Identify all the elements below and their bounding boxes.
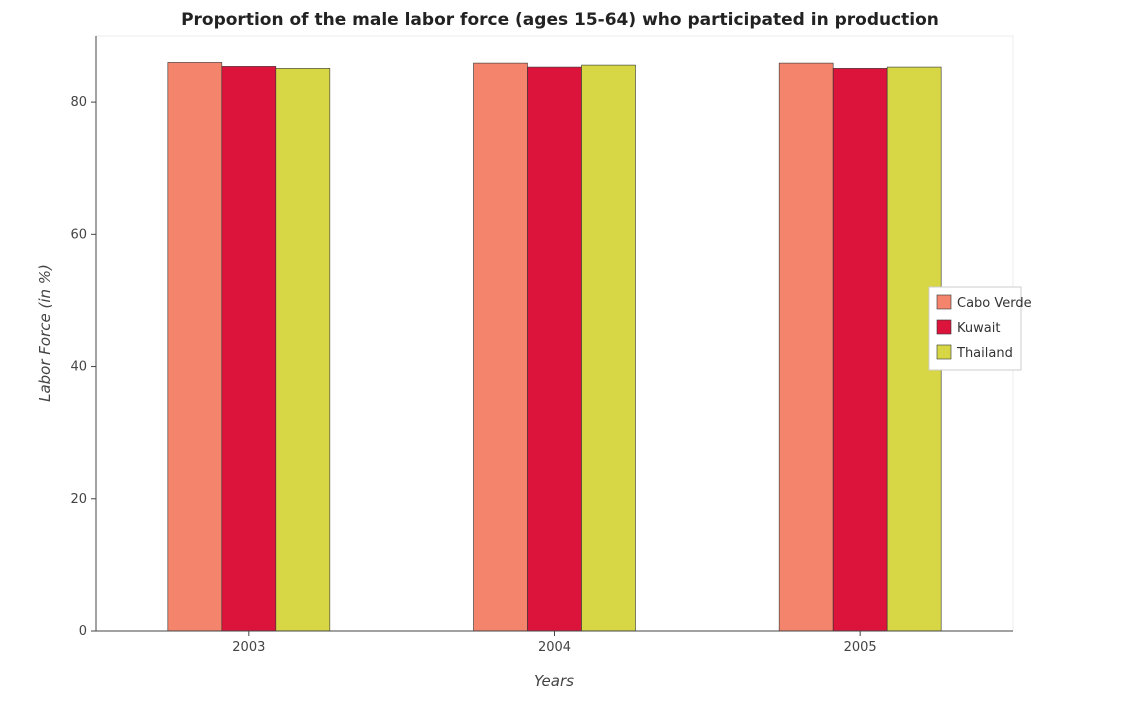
legend-label-cabo-verde: Cabo Verde — [957, 296, 1032, 311]
bar-thailand-2004 — [582, 65, 636, 631]
y-tick-label: 60 — [70, 227, 87, 242]
x-axis: 2003 2004 2005 — [96, 631, 1013, 655]
legend: Cabo Verde Kuwait Thailand — [929, 287, 1032, 370]
bar-thailand-2003 — [276, 68, 330, 631]
x-tick-label: 2003 — [232, 640, 265, 655]
y-axis-label: Labor Force (in %) — [36, 264, 54, 402]
x-tick-label: 2004 — [538, 640, 571, 655]
y-tick-label: 80 — [70, 95, 87, 110]
bar-kuwait-2003 — [222, 66, 276, 631]
bars-layer — [168, 62, 941, 631]
bar-cabo-verde-2005 — [779, 63, 833, 631]
y-tick-label: 20 — [70, 492, 87, 507]
y-tick-label: 0 — [79, 624, 87, 639]
legend-swatch-cabo-verde — [937, 295, 951, 309]
y-axis: 0 20 40 60 80 — [70, 36, 96, 639]
bar-cabo-verde-2004 — [474, 63, 528, 631]
legend-swatch-kuwait — [937, 320, 951, 334]
bar-cabo-verde-2003 — [168, 62, 222, 631]
bar-kuwait-2005 — [833, 68, 887, 631]
legend-swatch-thailand — [937, 345, 951, 359]
x-axis-label: Years — [534, 672, 574, 690]
bar-kuwait-2004 — [528, 67, 582, 631]
y-tick-label: 40 — [70, 360, 87, 375]
legend-label-kuwait: Kuwait — [957, 321, 1000, 336]
legend-label-thailand: Thailand — [956, 346, 1013, 361]
chart-title: Proportion of the male labor force (ages… — [181, 10, 939, 30]
x-tick-label: 2005 — [844, 640, 877, 655]
